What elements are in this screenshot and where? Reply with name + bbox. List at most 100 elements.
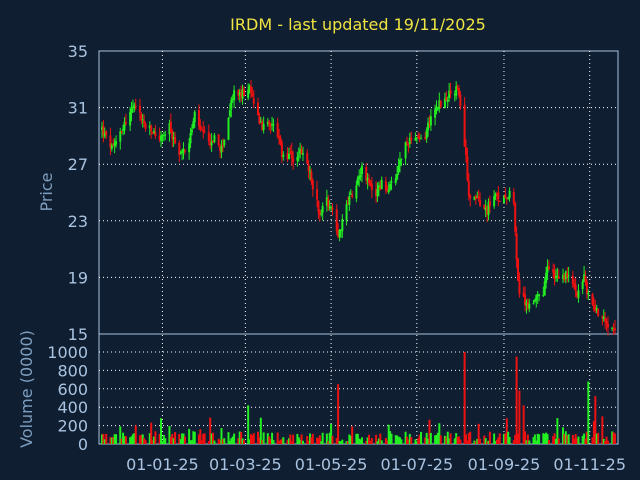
volume-bar (566, 435, 569, 444)
candle-body (587, 292, 590, 295)
volume-bar (359, 439, 362, 444)
candle-body (524, 294, 527, 306)
candle-body (465, 147, 468, 156)
candle-body (200, 129, 203, 131)
candle-body (278, 136, 281, 139)
candle-body (124, 121, 127, 124)
volume-bar (493, 433, 496, 444)
volume-bar (172, 438, 175, 444)
volume-bar (249, 434, 252, 444)
date-tick-label: 01-05-25 (295, 455, 368, 474)
candle-body (547, 266, 550, 270)
volume-bar (467, 432, 470, 444)
candle-body (484, 207, 487, 211)
candle-body (517, 258, 520, 281)
candle-body (307, 164, 310, 171)
candle-body (538, 294, 541, 297)
volume-bar (453, 438, 456, 444)
candle-body (567, 275, 570, 277)
volume-bar (495, 439, 498, 444)
candle-body (279, 137, 282, 145)
candle-body (574, 284, 577, 291)
candle-body (230, 99, 233, 110)
candle-body (486, 207, 489, 215)
volume-bar (557, 438, 560, 444)
volume-bar (325, 433, 328, 444)
volume-bar (105, 433, 108, 444)
candle-body (595, 307, 598, 311)
volume-bar (282, 437, 285, 444)
candle-body (247, 89, 250, 98)
price-tick-label: 15 (68, 325, 88, 344)
candle-body (320, 213, 323, 215)
candle-body (439, 100, 442, 108)
volume-bar (174, 432, 177, 444)
volume-bar (278, 441, 281, 444)
volume-bar (438, 423, 441, 444)
volume-bar (162, 434, 165, 444)
volume-bar (252, 433, 255, 444)
volume-bar (130, 436, 133, 444)
candle-body (614, 328, 616, 331)
candle-body (268, 121, 271, 126)
candle-body (449, 90, 452, 95)
candle-body (591, 294, 594, 305)
candle-body (370, 183, 373, 191)
candle-body (328, 207, 331, 209)
candle-body (148, 125, 151, 129)
candle-body (178, 142, 181, 156)
volume-bar (517, 433, 520, 444)
volume-bar (604, 441, 607, 444)
volume-bar (498, 433, 501, 444)
volume-bar (183, 436, 186, 444)
volume-bar (612, 432, 615, 444)
volume-bar (296, 433, 299, 444)
candle-body (571, 275, 574, 285)
volume-bar (328, 432, 331, 444)
candle-body (241, 89, 244, 99)
volume-bar (507, 431, 510, 444)
date-tick-label: 01-09-25 (468, 455, 541, 474)
volume-bar (369, 440, 372, 444)
candle-body (611, 327, 614, 329)
candle-body (103, 132, 106, 137)
volume-bar (370, 438, 373, 444)
candle-body (512, 191, 515, 203)
volume-bar (605, 436, 608, 444)
volume-bar (311, 433, 314, 444)
volume-bar (320, 441, 323, 444)
volume-bar (473, 440, 476, 444)
candle-body (545, 272, 548, 283)
volume-bar (514, 434, 517, 444)
volume-bar (160, 418, 163, 444)
volume-bar (597, 432, 600, 444)
candle-body (467, 180, 470, 197)
volume-bar (479, 438, 482, 444)
volume-bar (547, 440, 550, 444)
volume-bar (151, 440, 154, 444)
price-axis-label: Price (37, 172, 56, 211)
candle-body (533, 299, 536, 302)
volume-bar (356, 433, 359, 444)
candle-body (436, 107, 439, 109)
candle-body (290, 151, 293, 159)
date-tick-label: 01-07-25 (381, 455, 454, 474)
volume-bar (181, 433, 184, 444)
volume-bar (199, 429, 202, 444)
candle-body (134, 105, 137, 107)
volume-bar (306, 436, 309, 444)
candle-body (455, 86, 458, 96)
volume-bar (387, 424, 390, 444)
candle-body (202, 129, 205, 133)
volume-bar (233, 433, 236, 444)
candle-body (446, 99, 449, 102)
candle-body (601, 316, 604, 318)
volume-bar (133, 433, 136, 444)
candle-body (554, 275, 557, 279)
candle-body (573, 283, 576, 287)
volume-bar (346, 440, 349, 444)
volume-bar (327, 441, 330, 444)
candle-body (597, 308, 600, 316)
volume-bar (455, 433, 458, 444)
candle-body (528, 303, 531, 309)
